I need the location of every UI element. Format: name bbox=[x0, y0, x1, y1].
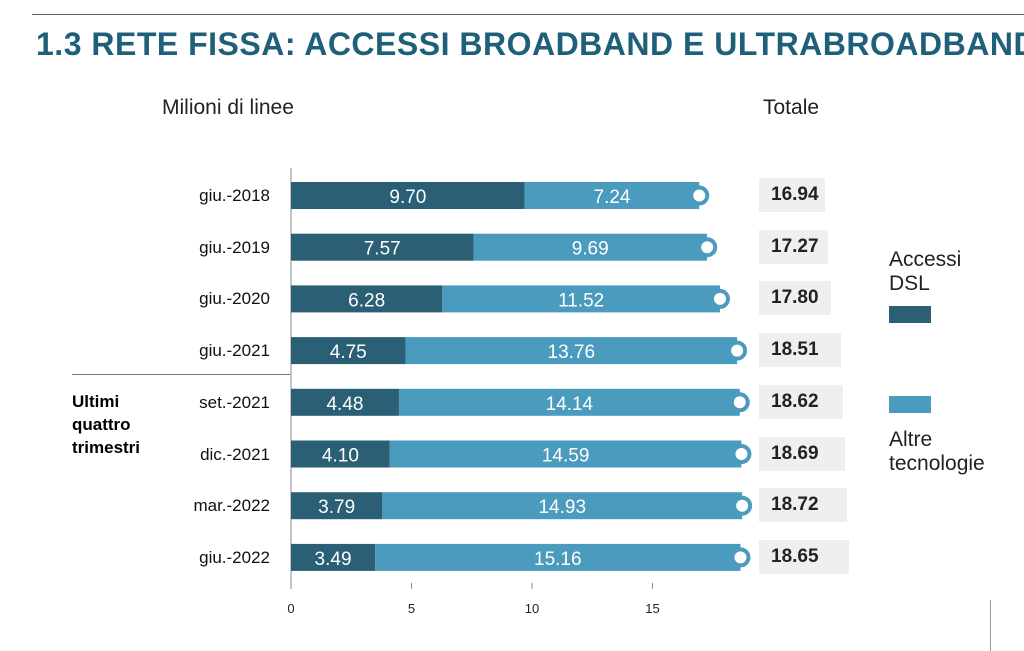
x-tick-label: 10 bbox=[525, 601, 539, 616]
category-label: giu.-2020 bbox=[199, 289, 270, 309]
total-value: 17.27 bbox=[759, 229, 828, 264]
total-marker bbox=[689, 185, 710, 206]
data-label-other: 13.76 bbox=[548, 342, 596, 363]
total-marker bbox=[709, 288, 730, 309]
data-label-other: 14.59 bbox=[542, 446, 590, 467]
data-label-dsl: 4.10 bbox=[322, 446, 359, 467]
data-label-dsl: 4.48 bbox=[326, 394, 363, 415]
data-label-dsl: 9.70 bbox=[389, 187, 426, 208]
data-label-other: 14.14 bbox=[546, 394, 594, 415]
data-label-dsl: 4.75 bbox=[330, 342, 367, 363]
total-value: 16.94 bbox=[759, 178, 825, 212]
data-label-other: 9.69 bbox=[572, 239, 609, 260]
total-value: 18.62 bbox=[759, 384, 843, 419]
x-tick-label: 5 bbox=[408, 601, 415, 616]
legend-dsl-swatch bbox=[889, 306, 931, 323]
group-label-line: trimestri bbox=[72, 438, 141, 457]
total-marker bbox=[730, 547, 751, 568]
x-tick-label: 0 bbox=[287, 601, 294, 616]
category-label: giu.-2021 bbox=[199, 341, 270, 361]
data-label-dsl: 3.79 bbox=[318, 497, 355, 518]
category-label: dic.-2021 bbox=[200, 444, 270, 464]
category-label: set.-2021 bbox=[199, 392, 270, 412]
x-tick-label: 15 bbox=[645, 601, 659, 616]
legend-other-label: Altre tecnologie bbox=[889, 428, 985, 476]
bar-dsl bbox=[291, 543, 376, 571]
bar-dsl bbox=[291, 233, 474, 261]
bar-other bbox=[375, 543, 741, 571]
category-label: mar.-2022 bbox=[193, 496, 270, 516]
bar-dsl bbox=[291, 440, 390, 468]
total-value: 18.65 bbox=[759, 539, 849, 574]
bar-dsl bbox=[291, 492, 383, 520]
bar-dsl bbox=[291, 388, 399, 416]
bar-dsl bbox=[291, 337, 406, 365]
group-label: Ultimi quattro trimestri bbox=[72, 390, 140, 459]
unit-label: Milioni di linee bbox=[162, 96, 294, 119]
total-marker bbox=[729, 392, 750, 413]
bar-other bbox=[524, 182, 700, 209]
bar-other bbox=[442, 285, 720, 313]
total-column-label: Totale bbox=[763, 96, 820, 119]
right-rule bbox=[990, 600, 991, 651]
bar-other bbox=[405, 337, 738, 365]
total-marker bbox=[697, 237, 718, 258]
total-marker bbox=[731, 444, 752, 464]
data-label-other: 14.93 bbox=[538, 497, 586, 518]
bar-other bbox=[473, 233, 707, 261]
data-label-other: 7.24 bbox=[594, 187, 631, 208]
category-label: giu.-2022 bbox=[199, 547, 270, 567]
total-marker bbox=[732, 495, 753, 516]
data-label-dsl: 6.28 bbox=[348, 290, 385, 311]
category-label: giu.-2018 bbox=[199, 186, 270, 205]
data-label-dsl: 3.49 bbox=[315, 549, 352, 570]
legend-dsl-label: Accessi DSL bbox=[889, 248, 961, 296]
bar-dsl bbox=[291, 285, 443, 313]
total-value: 18.72 bbox=[759, 488, 847, 523]
data-label-dsl: 7.57 bbox=[364, 239, 401, 260]
category-label: giu.-2019 bbox=[199, 237, 270, 257]
legend-other-swatch bbox=[889, 396, 931, 413]
bar-other bbox=[382, 492, 743, 520]
total-value: 17.80 bbox=[759, 281, 831, 316]
legend-dsl-line: DSL bbox=[889, 272, 930, 295]
total-value: 18.51 bbox=[759, 333, 841, 368]
top-rule bbox=[32, 14, 1024, 15]
total-marker bbox=[727, 340, 748, 361]
bar-dsl bbox=[291, 182, 525, 209]
bar-other bbox=[389, 440, 742, 468]
legend-other-line: Altre bbox=[889, 428, 933, 451]
page-title: 1.3 RETE FISSA: ACCESSI BROADBAND E ULTR… bbox=[36, 26, 1024, 62]
group-separator bbox=[72, 374, 290, 375]
data-label-other: 15.16 bbox=[534, 549, 582, 570]
legend-other-line: tecnologie bbox=[889, 452, 985, 475]
total-value: 18.69 bbox=[759, 436, 845, 471]
bar-other bbox=[398, 388, 740, 416]
group-label-line: Ultimi bbox=[72, 392, 120, 411]
group-label-line: quattro bbox=[72, 415, 131, 434]
data-label-other: 11.52 bbox=[558, 290, 604, 311]
legend-dsl-line: Accessi bbox=[889, 248, 962, 271]
